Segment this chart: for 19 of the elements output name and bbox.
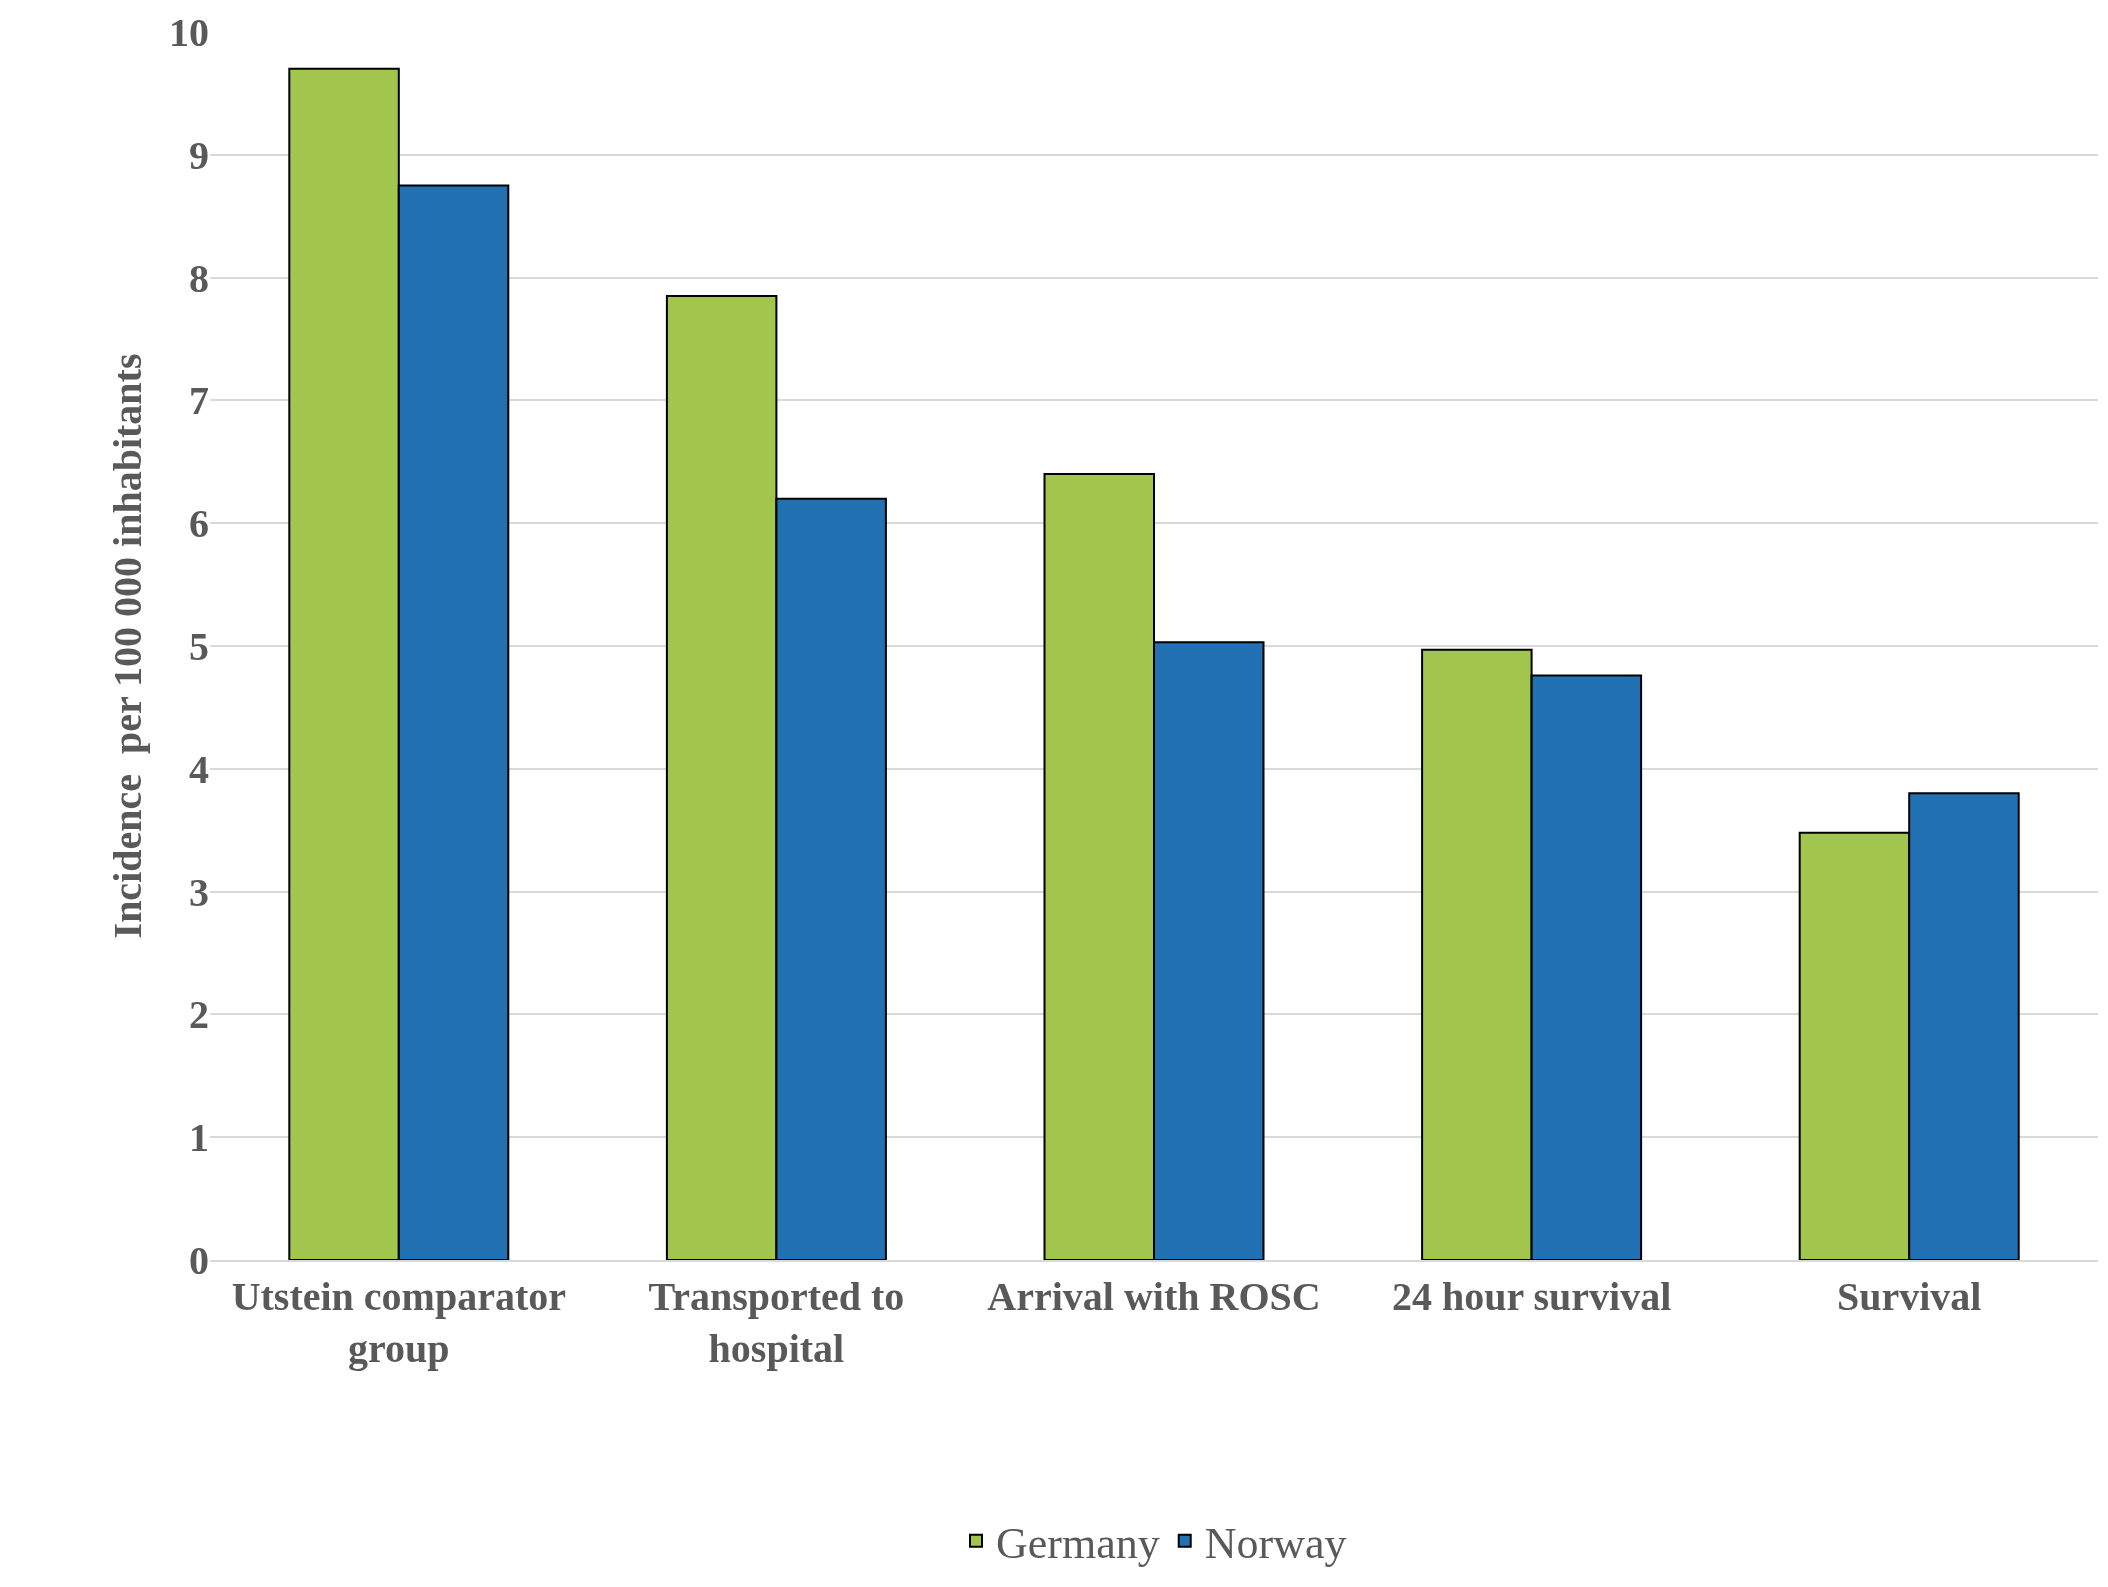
legend-label: Germany xyxy=(996,1518,1160,1568)
x-tick-label: Survival xyxy=(1836,1274,1982,1319)
y-axis-title: Incidence per 100 000 inhabitants xyxy=(104,353,150,939)
x-tick-label: Transported to hospital xyxy=(648,1274,905,1371)
y-tick-label: 9 xyxy=(189,132,209,178)
y-tick-label: 4 xyxy=(189,746,209,792)
x-tick-label: Arrival with ROSC xyxy=(987,1274,1321,1319)
y-tick-label: 6 xyxy=(189,501,209,547)
y-tick-label: 2 xyxy=(189,992,209,1038)
legend-label: Norway xyxy=(1204,1518,1347,1568)
y-tick-label: 0 xyxy=(189,1238,209,1283)
y-tick-label: 5 xyxy=(189,624,209,669)
y-tick-label: 3 xyxy=(189,869,209,915)
y-tick-label: 7 xyxy=(189,378,209,424)
x-tick-label: 24 hour survival xyxy=(1391,1274,1672,1319)
y-tick-label: 10 xyxy=(169,10,209,55)
y-tick-label: 1 xyxy=(189,1115,209,1161)
y-tick-label: 8 xyxy=(189,255,209,301)
x-tick-label: Utstein comparator group xyxy=(231,1274,566,1371)
